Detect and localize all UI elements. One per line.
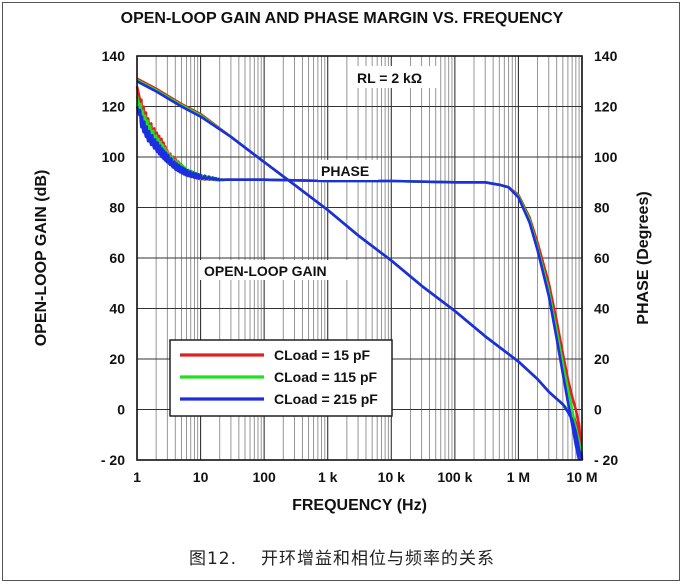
y2-tick-label: 100 bbox=[594, 149, 618, 165]
caption-number: 图12. bbox=[188, 549, 238, 569]
y2-tick-label: 20 bbox=[594, 351, 610, 367]
y-tick-label: 20 bbox=[109, 351, 125, 367]
legend-layer: CLoad = 15 pF CLoad = 115 pF CLoad = 215 p… bbox=[169, 339, 393, 417]
axes-layer bbox=[136, 55, 583, 461]
y-tick-label: 140 bbox=[102, 48, 126, 64]
x-tick-label: 1 k bbox=[318, 469, 338, 485]
x-tick-label: 10 bbox=[193, 469, 209, 485]
figure-frame bbox=[2, 2, 680, 581]
phase-annotation-bg bbox=[318, 160, 378, 180]
series-layer bbox=[135, 77, 584, 461]
phase-annotation: PHASE bbox=[321, 163, 369, 179]
y-tick-label: 0 bbox=[117, 402, 125, 418]
legend-label-3: CLoad = 215 pF bbox=[274, 391, 378, 407]
y-axis-title: OPEN-LOOP GAIN (dB) bbox=[33, 170, 50, 347]
y-tick-label: 40 bbox=[109, 301, 125, 317]
y-tick-label: 120 bbox=[102, 99, 126, 115]
plot-border bbox=[136, 55, 583, 461]
x-axis-title: FREQUENCY (Hz) bbox=[292, 497, 427, 514]
gain-annotation: OPEN-LOOP GAIN bbox=[204, 263, 327, 279]
x-tick-label: 10 k bbox=[378, 469, 405, 485]
y2-tick-label: 60 bbox=[594, 250, 610, 266]
y2-tick-label: 80 bbox=[594, 200, 610, 216]
chart-title: OPEN-LOOP GAIN AND PHASE MARGIN VS. FREQ… bbox=[120, 10, 564, 27]
legend-label-1: CLoad = 15 pF bbox=[274, 347, 371, 363]
y2-tick-label: - 20 bbox=[594, 452, 618, 468]
caption-text: 开环增益和相位与频率的关系 bbox=[261, 549, 496, 569]
x-tick-label: 1 M bbox=[507, 469, 530, 485]
rl-annotation: RL = 2 kΩ bbox=[357, 70, 422, 86]
label-layer: 1 10 100 1 k 10 k 100 k 1 M 10 M 140 140 120 120 100… bbox=[33, 48, 652, 514]
gain-annotation-bg bbox=[200, 260, 350, 280]
y-tick-label: 80 bbox=[109, 200, 125, 216]
x-tick-label: 10 M bbox=[566, 469, 597, 485]
x-tick-label: 1 bbox=[133, 469, 141, 485]
y2-axis-title: PHASE (Degrees) bbox=[635, 191, 652, 324]
y2-tick-label: 0 bbox=[594, 402, 602, 418]
y-tick-label: 100 bbox=[102, 149, 126, 165]
legend-label-2: CLoad = 115 pF bbox=[274, 369, 378, 385]
x-tick-label: 100 bbox=[252, 469, 276, 485]
x-tick-label: 100 k bbox=[437, 469, 472, 485]
chart-svg: 1 10 100 1 k 10 k 100 k 1 M 10 M 140 140 120 120 100… bbox=[33, 48, 652, 514]
y-tick-label: 60 bbox=[109, 250, 125, 266]
y2-tick-label: 120 bbox=[594, 99, 618, 115]
phase-curve-3 bbox=[135, 106, 581, 461]
y-tick-label: - 20 bbox=[101, 452, 125, 468]
rl-annotation-bg bbox=[352, 66, 440, 88]
figure-caption: 图12. 开环增益和相位与频率的关系 bbox=[0, 544, 684, 569]
y2-tick-label: 40 bbox=[594, 301, 610, 317]
y2-tick-label: 140 bbox=[594, 48, 618, 64]
